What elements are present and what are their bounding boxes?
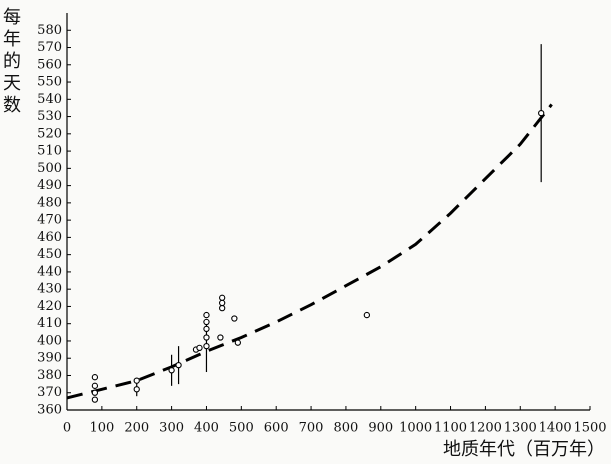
y-tick-label: 440 bbox=[37, 264, 62, 279]
x-tick-label: 900 bbox=[368, 421, 393, 436]
data-point bbox=[91, 396, 99, 403]
y-tick-label: 470 bbox=[37, 213, 62, 228]
x-tick-label: 100 bbox=[89, 421, 114, 436]
data-point bbox=[219, 305, 226, 312]
y-tick-label: 370 bbox=[37, 385, 62, 400]
x-tick-label: 500 bbox=[229, 421, 254, 436]
fit-curve bbox=[66, 103, 553, 400]
y-tick-label: 420 bbox=[37, 299, 62, 314]
y-tick-label: 430 bbox=[37, 282, 62, 297]
data-point bbox=[203, 318, 210, 326]
data-point bbox=[217, 334, 224, 341]
x-tick-label: 300 bbox=[159, 421, 184, 436]
data-point bbox=[219, 294, 226, 301]
y-tick-label: 360 bbox=[37, 403, 62, 418]
data-point bbox=[234, 339, 241, 346]
data-point bbox=[91, 374, 99, 381]
y-tick-label: 580 bbox=[37, 23, 62, 38]
x-tick-label: 700 bbox=[299, 421, 324, 436]
x-tick-label: 800 bbox=[334, 421, 359, 436]
x-tick-label: 600 bbox=[264, 421, 289, 436]
data-point bbox=[133, 377, 140, 384]
data-point bbox=[203, 325, 210, 333]
data-point bbox=[231, 315, 238, 322]
data-point bbox=[203, 342, 210, 350]
y-tick-label: 540 bbox=[37, 92, 62, 107]
y-tick-label: 450 bbox=[37, 247, 62, 262]
data-point bbox=[133, 386, 140, 393]
data-point bbox=[538, 109, 545, 117]
y-tick-label: 570 bbox=[37, 40, 62, 55]
x-tick-label: 400 bbox=[194, 421, 219, 436]
y-tick-label: 480 bbox=[37, 195, 62, 210]
x-axis-title: 地质年代（百万年） bbox=[443, 439, 605, 460]
y-tick-label: 550 bbox=[37, 75, 62, 90]
y-tick-label: 460 bbox=[37, 230, 62, 245]
y-tick-label: 520 bbox=[37, 126, 62, 141]
data-point bbox=[203, 311, 210, 319]
x-tick-label: 0 bbox=[63, 421, 71, 436]
y-tick-label: 390 bbox=[37, 351, 62, 366]
y-tick-label: 510 bbox=[37, 144, 62, 159]
y-tick-label: 400 bbox=[37, 333, 62, 348]
y-tick-label: 410 bbox=[37, 316, 62, 331]
y-tick-label: 380 bbox=[37, 368, 62, 383]
x-tick-label: 1100 bbox=[434, 421, 467, 436]
data-point bbox=[363, 311, 371, 319]
y-axis-title: 每年的天数 bbox=[3, 7, 21, 116]
y-tick-label: 500 bbox=[37, 161, 62, 176]
x-tick-label: 1000 bbox=[399, 421, 432, 436]
data-point bbox=[175, 361, 182, 369]
data-point bbox=[203, 334, 210, 341]
y-tick-label: 560 bbox=[37, 57, 62, 72]
x-tick-label: 1200 bbox=[469, 421, 502, 436]
x-tick-label: 1300 bbox=[504, 421, 537, 436]
x-tick-label: 200 bbox=[124, 421, 149, 436]
data-point bbox=[168, 367, 175, 374]
data-point bbox=[91, 382, 99, 389]
y-tick-label: 530 bbox=[37, 109, 62, 124]
x-tick-label: 1400 bbox=[539, 421, 572, 436]
x-tick-label: 1500 bbox=[573, 421, 606, 436]
data-point bbox=[196, 344, 203, 352]
data-point bbox=[91, 389, 99, 396]
data-point bbox=[219, 299, 226, 307]
y-tick-label: 490 bbox=[37, 178, 62, 193]
